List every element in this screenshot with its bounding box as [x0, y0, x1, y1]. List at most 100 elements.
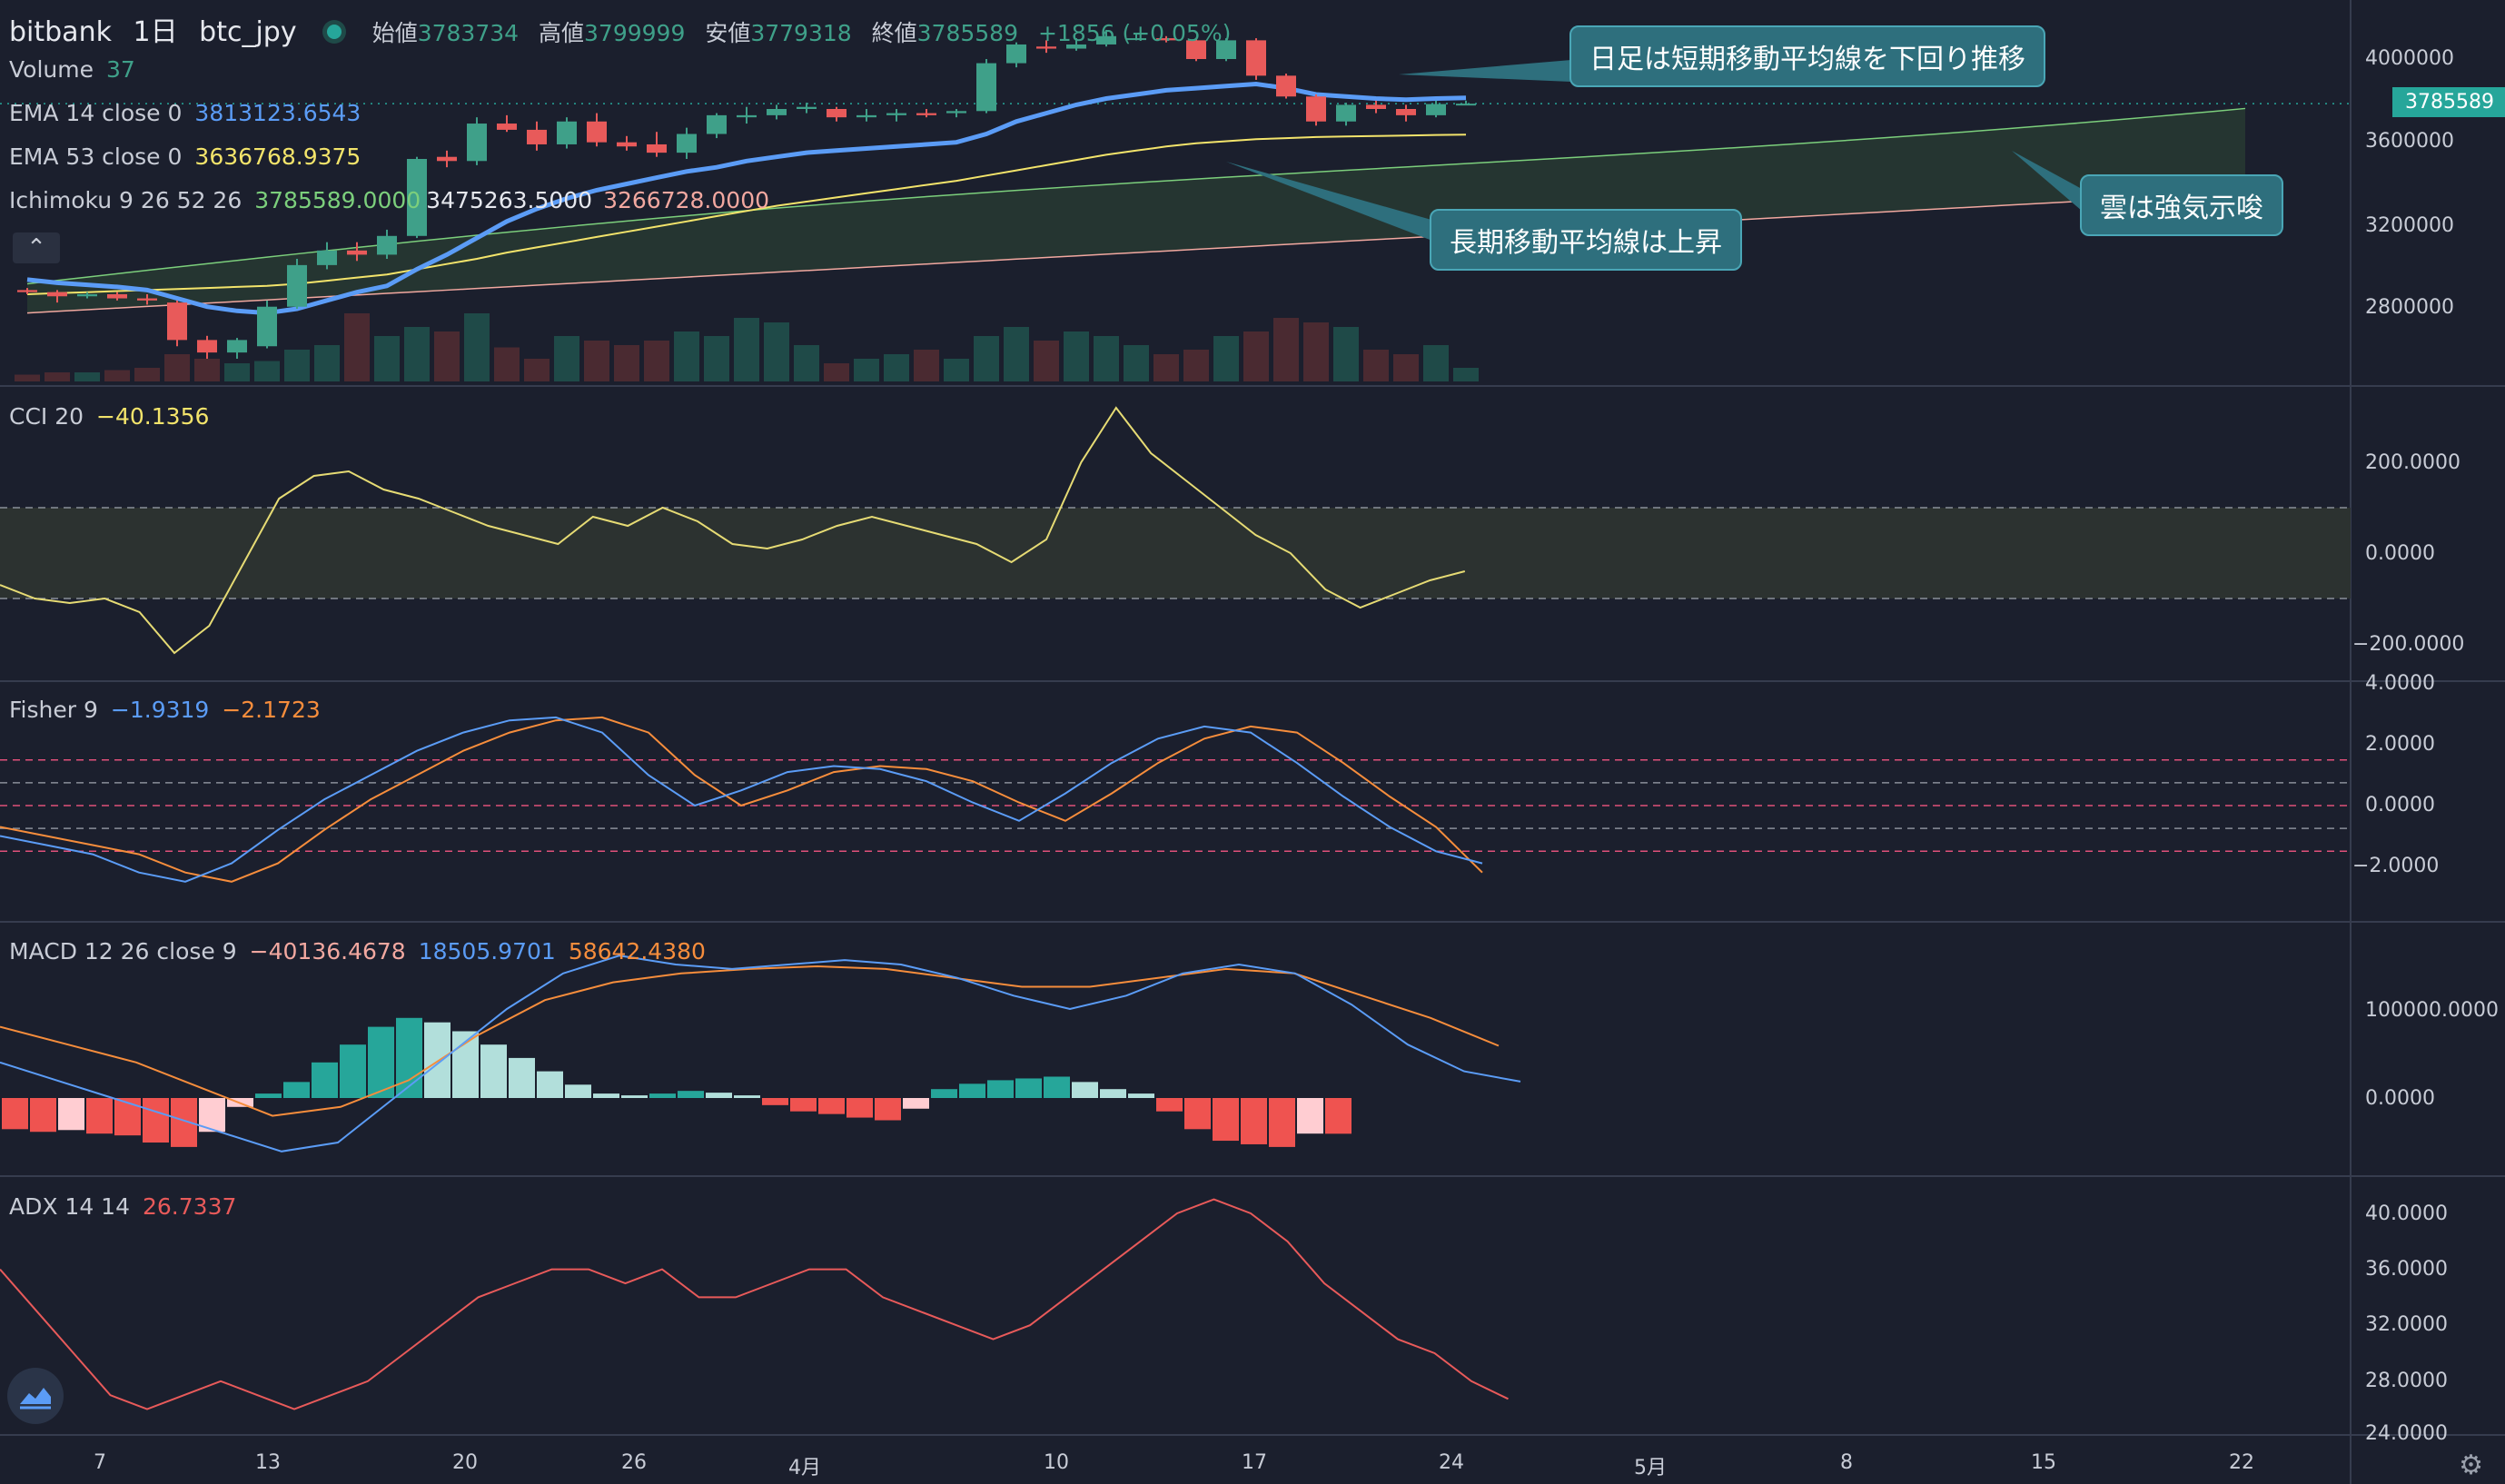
candle-body: [647, 143, 667, 153]
volume-bar: [1004, 327, 1029, 381]
candle-body: [856, 114, 876, 118]
high-label: 高値: [539, 20, 585, 46]
gear-icon[interactable]: ⚙: [2459, 1449, 2483, 1481]
candle-body: [1186, 40, 1206, 59]
macd-histogram-bar: [1213, 1098, 1239, 1142]
macd-axis-label: 0.0000: [2365, 1087, 2435, 1110]
volume-legend[interactable]: Volume 37: [9, 56, 148, 83]
fisher-axis-label: −2.0000: [2352, 855, 2440, 877]
candle-body: [1006, 44, 1026, 64]
candle-body: [527, 129, 547, 144]
candle-body: [1276, 75, 1296, 97]
volume-bar: [1393, 354, 1419, 381]
low-value: 3779318: [750, 20, 852, 46]
close-value: 3785589: [916, 20, 1018, 46]
candle-body: [107, 293, 127, 299]
fisher-axis-label: 0.0000: [2365, 794, 2435, 816]
candle-body: [467, 124, 487, 162]
low-label: 安値: [705, 20, 751, 46]
time-axis-label: 15: [2031, 1451, 2056, 1474]
volume-bar: [15, 374, 40, 381]
adx-axis-label: 40.0000: [2365, 1202, 2448, 1225]
adx-line: [0, 1198, 1509, 1410]
volume-bar: [134, 368, 160, 381]
volume-bar: [494, 347, 520, 381]
candle-body: [1036, 46, 1056, 49]
cci-axis-label: 200.0000: [2365, 451, 2460, 474]
adx-axis-label: 36.0000: [2365, 1258, 2448, 1281]
candle-body: [437, 156, 457, 162]
symbol-name[interactable]: btc_jpy: [199, 16, 297, 48]
macd-legend-name: MACD 12 26 close 9: [9, 938, 237, 965]
candle-body: [617, 142, 637, 147]
candle-body: [1396, 109, 1416, 115]
candle-body: [497, 124, 517, 130]
volume-bar: [464, 313, 490, 381]
macd-histogram-bar: [143, 1098, 169, 1143]
candle-body: [1336, 104, 1356, 122]
ichimoku-legend[interactable]: Ichimoku 9 26 52 26 3785589.0000 3475263.5…: [9, 187, 782, 213]
macd-legend-v3: 58642.4380: [568, 938, 706, 965]
macd-histogram-bar: [1241, 1098, 1267, 1144]
price-axis-label: 4000000: [2365, 47, 2454, 70]
macd-histogram-bar: [706, 1093, 732, 1098]
candle-body: [377, 235, 397, 255]
macd-legend[interactable]: MACD 12 26 close 9 −40136.4678 18505.9701 5…: [9, 938, 718, 965]
annotation-long-ma[interactable]: 長期移動平均線は上昇: [1430, 209, 1742, 271]
macd-legend-v1: −40136.4678: [249, 938, 406, 965]
chevron-up-icon[interactable]: ⌃: [13, 232, 60, 263]
ichimoku-span-b: [26, 191, 2246, 314]
annotation-short-ma-pointer: [1399, 60, 1571, 82]
volume-bar: [704, 336, 729, 381]
ema53-line: [26, 134, 1467, 295]
candle-body: [257, 306, 277, 347]
ema14-legend[interactable]: EMA 14 close 0 3813123.6543: [9, 100, 373, 126]
macd-histogram-bar: [58, 1098, 84, 1131]
candle-body: [1066, 44, 1086, 49]
open-value: 3783734: [417, 20, 520, 46]
macd-histogram-bar: [1156, 1098, 1183, 1112]
interval-label[interactable]: 1日: [133, 16, 178, 48]
volume-bar: [794, 345, 819, 381]
time-axis-label: 5月: [1634, 1457, 1667, 1479]
macd-histogram-bar: [2, 1098, 28, 1130]
macd-histogram-bar: [903, 1098, 929, 1109]
macd-histogram-bar: [30, 1098, 56, 1133]
macd-histogram-bar: [86, 1098, 113, 1134]
ema53-legend[interactable]: EMA 53 close 0 3636768.9375: [9, 143, 373, 170]
fisher-legend[interactable]: Fisher 9 −1.9319 −2.1723: [9, 697, 333, 723]
volume-bar: [914, 350, 939, 381]
ichimoku-cloud: [27, 108, 2245, 313]
candle-body: [946, 111, 966, 114]
candle-body: [1426, 104, 1446, 115]
open-label: 始値: [371, 20, 418, 46]
adx-legend[interactable]: ADX 14 14 26.7337: [9, 1193, 249, 1220]
macd-histogram-bar: [1297, 1098, 1323, 1134]
volume-bar: [854, 359, 879, 381]
annotation-cloud[interactable]: 雲は強気示唆: [2080, 174, 2283, 236]
time-axis-label: 26: [621, 1451, 647, 1474]
macd-histogram-bar: [818, 1098, 845, 1114]
ema14-legend-value: 3813123.6543: [194, 100, 361, 126]
volume-bar: [374, 336, 400, 381]
cci-legend[interactable]: CCI 20 −40.1356: [9, 403, 222, 430]
change-value: +1856 (+0.05%): [1037, 20, 1232, 46]
macd-histogram-bar: [368, 1026, 394, 1098]
candle-body: [1126, 38, 1146, 41]
macd-histogram-bar: [621, 1095, 648, 1098]
brand-logo-icon[interactable]: [7, 1368, 64, 1424]
candle-body: [1366, 104, 1386, 109]
volume-bar: [944, 359, 969, 381]
macd-histogram-bar: [537, 1071, 563, 1098]
volume-bar: [674, 331, 699, 381]
volume-bar: [764, 322, 789, 381]
time-axis-label: 8: [1840, 1451, 1853, 1474]
time-axis-label: 10: [1044, 1451, 1069, 1474]
annotation-short-ma[interactable]: 日足は短期移動平均線を下回り推移: [1569, 25, 2045, 87]
candle-body: [1306, 96, 1326, 122]
macd-histogram-bar: [875, 1098, 901, 1121]
cci-line: [0, 406, 1466, 655]
fisher-axis-label: 2.0000: [2365, 733, 2435, 756]
exchange-name[interactable]: bitbank: [9, 16, 112, 48]
